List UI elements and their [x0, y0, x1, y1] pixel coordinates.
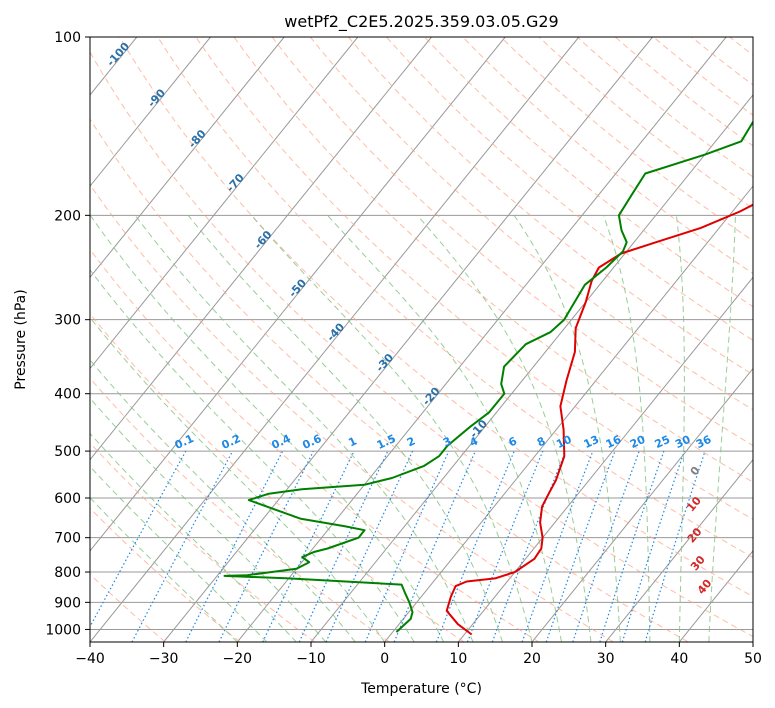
mixing-ratio-line	[90, 450, 187, 628]
y-tick-label: 300	[54, 313, 81, 329]
isotherm	[236, 37, 727, 642]
mixing-ratio-line	[621, 450, 685, 642]
moist-adiabat	[708, 215, 736, 642]
y-tick-label: 700	[54, 531, 81, 547]
mixing-ratio-label: 25	[653, 433, 672, 451]
isotherm	[0, 37, 63, 642]
isotherm	[90, 37, 211, 187]
mixing-ratio-label: 10	[554, 433, 574, 451]
mixing-ratio-line	[364, 450, 450, 642]
y-tick-label: 900	[54, 595, 81, 611]
moist-adiabat	[251, 214, 533, 642]
mixing-ratio-line	[521, 450, 594, 642]
x-tick-label: 50	[744, 651, 762, 667]
moist-adiabat	[327, 214, 562, 642]
mixing-ratio-label: 36	[694, 433, 714, 451]
isotherm	[752, 641, 753, 642]
moist-adiabat	[90, 215, 445, 642]
mixing-ratio-line	[393, 450, 476, 642]
moist-adiabat	[675, 215, 685, 642]
mixing-ratio-line	[491, 450, 567, 642]
dry-adiabat	[309, 37, 753, 411]
x-tick-label: 30	[597, 651, 615, 667]
y-axis-label: Pressure (hPa)	[13, 289, 29, 389]
mixing-ratio-line	[572, 450, 640, 642]
y-tick-label: 600	[54, 491, 81, 507]
mixing-ratio-line	[218, 450, 314, 642]
y-tick-label: 100	[54, 30, 81, 46]
mixing-ratio-line	[466, 450, 544, 642]
isotherm	[531, 367, 753, 642]
mixing-ratio-line	[185, 450, 284, 642]
moist-adiabat	[90, 397, 327, 642]
moist-adiabat	[90, 497, 238, 642]
isotherm	[90, 37, 506, 552]
mixing-ratio-line	[435, 450, 515, 642]
moist-adiabat	[416, 214, 592, 642]
isotherm	[605, 458, 753, 642]
y-tick-label: 500	[54, 444, 81, 460]
mixing-ratio-label: 16	[604, 433, 624, 451]
isotherm	[90, 37, 580, 642]
moist-adiabat	[90, 432, 297, 642]
mixing-ratio-label: 30	[673, 433, 693, 451]
y-tick-label: 800	[54, 565, 81, 581]
isotherm	[90, 37, 432, 461]
x-tick-label: 0	[380, 651, 389, 667]
moist-adiabat	[90, 269, 415, 642]
y-tick-label: 1000	[45, 622, 81, 638]
x-tick-label: −30	[149, 651, 179, 667]
mixing-ratio-line	[131, 450, 234, 642]
isotherm	[90, 37, 285, 279]
chart-title: wetPf2_C2E5.2025.359.03.05.G29	[284, 12, 558, 32]
isotherm	[384, 185, 753, 642]
background-lines	[0, 37, 775, 642]
dry-adiabat	[90, 573, 166, 642]
isotherm	[310, 94, 753, 642]
x-tick-label: −40	[75, 651, 105, 667]
x-tick-label: −10	[296, 651, 326, 667]
mixing-ratio-line	[644, 450, 706, 642]
dry-adiabat	[768, 37, 775, 642]
moist-adiabat	[602, 215, 651, 642]
x-tick-label: 20	[523, 651, 541, 667]
mixing-ratio-label: 13	[582, 433, 601, 451]
moist-adiabat	[90, 359, 356, 642]
isotherm	[457, 276, 753, 642]
temperature-line	[445, 203, 753, 636]
x-tick-label: −20	[223, 651, 253, 667]
y-tick-label: 400	[54, 387, 81, 403]
moist-adiabat	[513, 215, 621, 642]
mixing-ratio-label: 20	[628, 433, 648, 451]
dry-adiabat	[348, 37, 753, 376]
dry-adiabat	[90, 183, 614, 642]
moist-adiabat	[134, 215, 474, 642]
y-tick-label: 200	[54, 208, 81, 224]
dry-adiabat	[90, 118, 689, 642]
dry-adiabat	[90, 377, 390, 642]
moist-adiabat	[90, 465, 268, 642]
x-axis-label: Temperature (°C)	[360, 681, 482, 697]
axis-ticks: −40 −30 −20 −10 0 10 20 30 40 50 100 200 300 400 500 60…	[45, 30, 762, 667]
moist-adiabat	[90, 316, 386, 642]
mixing-ratio-line	[545, 450, 616, 642]
mixing-ratio-line	[599, 450, 665, 642]
isotherm	[90, 37, 359, 370]
x-tick-label: 40	[670, 651, 688, 667]
dry-adiabat	[90, 313, 465, 642]
x-tick-label: 10	[449, 651, 467, 667]
plot-frame	[89, 36, 754, 643]
dry-adiabat	[386, 37, 753, 341]
dewpoint-line	[223, 120, 753, 633]
series-lines	[223, 120, 753, 636]
plot-area	[90, 37, 753, 642]
dry-adiabat	[271, 37, 753, 447]
